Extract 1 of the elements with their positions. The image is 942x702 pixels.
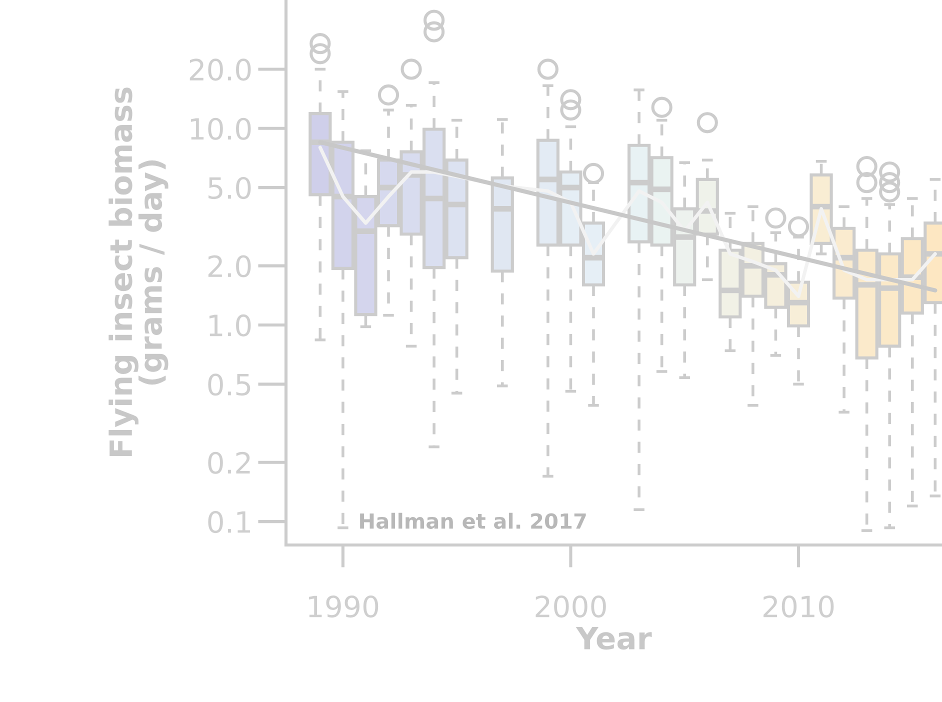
annotation: Hallman et al. 2017	[360, 512, 586, 529]
